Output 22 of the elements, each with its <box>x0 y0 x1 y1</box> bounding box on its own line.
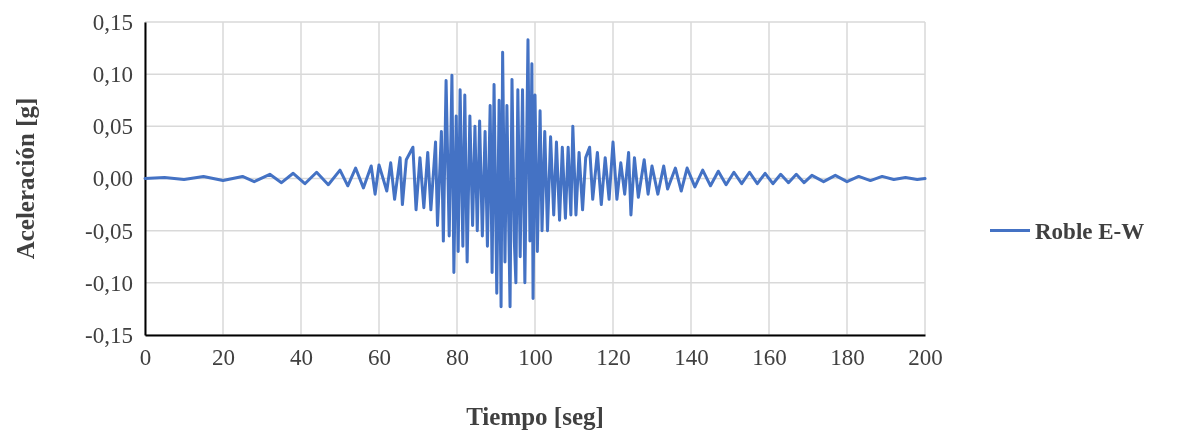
y-tick-label: -0,10 <box>85 270 133 296</box>
x-axis-title: Tiempo [seg] <box>466 403 604 430</box>
x-tick-label: 120 <box>596 345 631 371</box>
y-tick-label: 0,15 <box>92 9 133 35</box>
line-series <box>143 38 927 309</box>
y-tick-label: 0,10 <box>92 62 133 88</box>
x-tick-label: 140 <box>674 345 709 371</box>
x-tick-label: 80 <box>446 345 469 371</box>
legend-label: Roble E-W <box>1035 218 1145 244</box>
x-tick-label: 160 <box>752 345 787 371</box>
y-tick-label: -0,05 <box>85 218 133 244</box>
y-tick-label: 0,00 <box>92 166 133 192</box>
y-axis-title: Aceleración [g] <box>12 97 39 260</box>
x-tick-label: 100 <box>518 345 553 371</box>
x-tick-label: 20 <box>212 345 235 371</box>
y-tick-label: -0,15 <box>85 322 133 348</box>
x-tick-label: 60 <box>368 345 391 371</box>
x-tick-label: 0 <box>139 345 152 371</box>
x-tick-label: 180 <box>830 345 865 371</box>
x-tick-label: 40 <box>290 345 313 371</box>
y-tick-label: 0,05 <box>92 114 133 140</box>
x-tick-label: 200 <box>908 345 943 371</box>
